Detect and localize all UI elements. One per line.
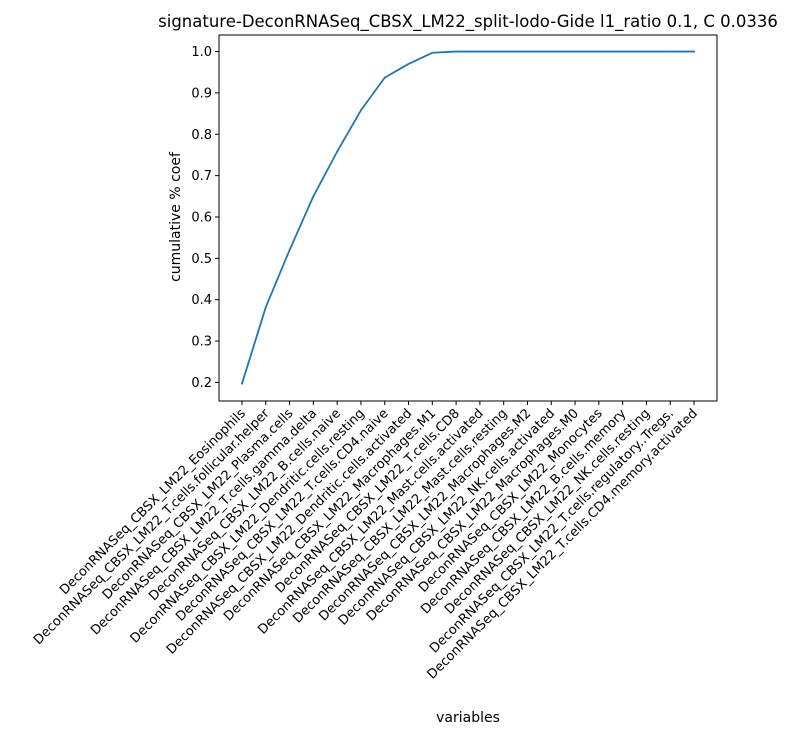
data-point xyxy=(288,249,291,251)
y-tick-label: 0.2 xyxy=(191,376,212,391)
plot-area: 0.20.30.40.50.60.70.80.91.0DeconRNASeq_C… xyxy=(31,34,718,682)
data-point xyxy=(431,51,434,54)
y-axis-label: cumulative % coef xyxy=(168,151,184,282)
plot-frame xyxy=(218,34,718,402)
y-tick-label: 0.3 xyxy=(191,335,212,350)
data-point xyxy=(669,50,672,53)
data-point xyxy=(645,50,648,53)
data-point xyxy=(407,63,410,65)
data-point xyxy=(478,50,481,53)
y-tick-label: 0.7 xyxy=(191,169,212,184)
data-point xyxy=(526,50,529,53)
data-point xyxy=(264,306,267,309)
data-point xyxy=(455,50,458,53)
data-point xyxy=(597,50,600,53)
data-point xyxy=(693,50,695,53)
y-tick-label: 0.6 xyxy=(191,210,212,225)
data-point xyxy=(312,195,315,198)
data-point xyxy=(241,382,243,385)
x-axis-label: variables xyxy=(436,710,500,726)
data-point xyxy=(336,150,339,153)
y-tick-label: 0.9 xyxy=(191,86,212,101)
y-tick-label: 1.0 xyxy=(191,45,212,60)
data-point xyxy=(502,50,505,53)
data-point xyxy=(383,76,386,79)
data-point xyxy=(621,50,624,53)
data-point xyxy=(550,50,553,53)
data-point xyxy=(574,50,576,53)
y-tick-label: 0.8 xyxy=(191,128,212,143)
series-line xyxy=(241,50,695,385)
chart-title: signature-DeconRNASeq_CBSX_LM22_split-lo… xyxy=(158,12,778,32)
data-point xyxy=(360,109,362,112)
y-tick-label: 0.4 xyxy=(191,293,212,308)
y-tick-label: 0.5 xyxy=(191,252,212,267)
